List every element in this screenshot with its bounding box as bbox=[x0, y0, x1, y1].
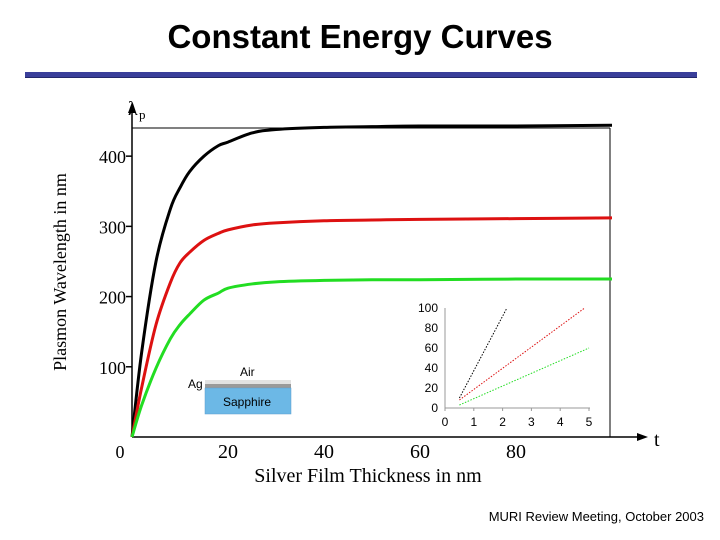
y-axis-symbol: λ bbox=[128, 98, 138, 120]
sapphire-label: Sapphire bbox=[223, 395, 271, 409]
inset-series-line-1 bbox=[459, 307, 585, 401]
title-rule bbox=[25, 72, 697, 78]
inset-x-tick-label: 1 bbox=[470, 415, 477, 429]
inset-series-line-2 bbox=[459, 347, 590, 406]
y-tick-label: 200 bbox=[99, 288, 126, 308]
sapphire-layer bbox=[204, 387, 292, 415]
x-tick-label: 80 bbox=[506, 441, 526, 463]
series-line-2 bbox=[130, 277, 613, 438]
inset-series-line-0 bbox=[458, 307, 508, 399]
air-layer bbox=[205, 380, 291, 384]
x-axis-symbol: t bbox=[654, 429, 660, 451]
inset-x-tick-label: 0 bbox=[442, 415, 449, 429]
series-line-0 bbox=[130, 123, 613, 438]
inset-y-tick-label: 100 bbox=[418, 301, 438, 315]
y-axis-symbol-sub: p bbox=[139, 107, 146, 122]
y-axis-label: Plasmon Wavelength in nm bbox=[50, 173, 70, 371]
x-tick-label: 40 bbox=[314, 441, 334, 463]
ag-layer bbox=[205, 384, 291, 388]
footer-text: MURI Review Meeting, October 2003 bbox=[488, 509, 704, 524]
x-tick-label: 20 bbox=[218, 441, 238, 463]
inset-chart: 0 20 40 60 80 100 0 1 2 3 4 5 bbox=[405, 300, 605, 429]
y-tick-label: 400 bbox=[99, 147, 126, 167]
inset-x-tick-label: 5 bbox=[586, 415, 593, 429]
inset-y-tick-label: 40 bbox=[425, 361, 439, 375]
inset-y-tick-label: 20 bbox=[425, 381, 439, 395]
x-axis-label: Silver Film Thickness in nm bbox=[254, 465, 482, 487]
origin-label: 0 bbox=[116, 442, 125, 462]
x-axis-arrow bbox=[637, 433, 648, 441]
inset-background bbox=[405, 300, 605, 428]
y-tick-label: 100 bbox=[99, 358, 126, 378]
slide-title: Constant Energy Curves bbox=[167, 18, 553, 55]
y-tick-label: 300 bbox=[99, 217, 126, 237]
series-line-1 bbox=[130, 216, 613, 438]
y-axis-arrow bbox=[128, 102, 136, 113]
air-label: Air bbox=[240, 365, 255, 379]
inset-x-tick-label: 2 bbox=[499, 415, 506, 429]
x-tick-label: 60 bbox=[410, 441, 430, 463]
inset-x-tick-label: 4 bbox=[557, 415, 564, 429]
inset-y-tick-label: 60 bbox=[425, 341, 439, 355]
inset-x-tick-label: 3 bbox=[528, 415, 535, 429]
inset-y-tick-label: 80 bbox=[425, 321, 439, 335]
ag-label: Ag bbox=[188, 377, 203, 391]
inset-y-tick-label: 0 bbox=[431, 401, 438, 415]
